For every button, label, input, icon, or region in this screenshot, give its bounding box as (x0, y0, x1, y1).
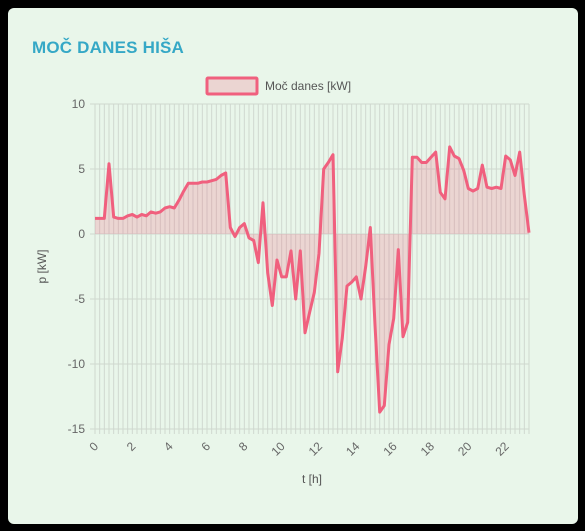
series-line (95, 145, 531, 414)
legend-label: Moč danes [kW] (265, 79, 351, 93)
y-tick-label: 5 (78, 162, 85, 176)
x-tick-label: 12 (306, 439, 326, 459)
y-axis-ticks: 10 5 0 -5 -10 -15 (68, 97, 86, 436)
x-tick-label: 0 (86, 439, 101, 454)
y-tick-label: 0 (78, 227, 85, 241)
x-tick-label: 22 (492, 439, 512, 459)
x-tick-label: 6 (198, 439, 213, 454)
legend-swatch (205, 76, 259, 96)
power-chart: Moč danes [kW] 10 5 0 -5 -10 -15 0 2 4 6 8 10 12 14 1… (35, 76, 531, 486)
card-title: MOČ DANES HIŠA (32, 38, 185, 57)
y-tick-label: -5 (74, 292, 85, 306)
y-axis-title: p [kW] (35, 249, 49, 283)
x-axis-ticks: 0 2 4 6 8 10 12 14 16 18 20 22 (86, 439, 512, 459)
y-tick-label: 10 (72, 97, 86, 111)
x-tick-label: 18 (418, 439, 438, 459)
chart-legend[interactable]: Moč danes [kW] (205, 76, 351, 96)
y-tick-label: -15 (68, 422, 86, 436)
x-axis-title: t [h] (302, 472, 322, 486)
x-tick-label: 8 (236, 439, 251, 454)
chart-card: MOČ DANES HIŠA Moč danes [kW] 10 5 0 -5 -10 -… (8, 8, 578, 524)
x-tick-label: 14 (343, 439, 363, 459)
y-tick-label: -10 (68, 357, 86, 371)
x-tick-label: 4 (161, 439, 176, 454)
x-tick-label: 10 (268, 439, 288, 459)
series-area (95, 146, 529, 413)
x-tick-label: 20 (455, 439, 475, 459)
x-tick-label: 2 (124, 439, 139, 454)
x-tick-label: 16 (380, 439, 400, 459)
